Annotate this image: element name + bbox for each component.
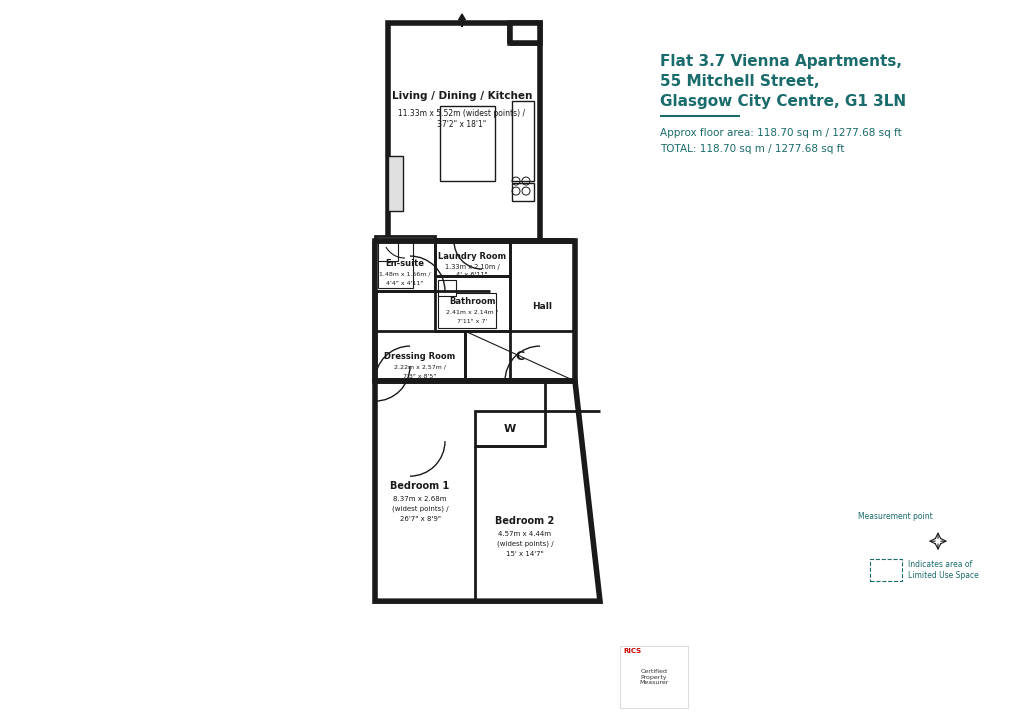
Text: 15' x 14'7": 15' x 14'7" — [506, 551, 544, 557]
Text: 4'4" x 4'11": 4'4" x 4'11" — [386, 281, 424, 286]
Text: C: C — [515, 350, 524, 363]
Text: 4.57m x 4.44m: 4.57m x 4.44m — [499, 531, 552, 537]
Text: Bedroom 2: Bedroom 2 — [496, 516, 555, 526]
Bar — [388, 156, 403, 211]
Bar — [438, 280, 456, 296]
Text: Bathroom: Bathroom — [449, 296, 496, 306]
Text: 1.33m x 2.10m /: 1.33m x 2.10m / — [444, 264, 500, 270]
Text: Living / Dining / Kitchen: Living / Dining / Kitchen — [392, 91, 532, 101]
Bar — [375, 241, 575, 381]
Text: 1.48m x 1.56m /: 1.48m x 1.56m / — [379, 272, 431, 277]
Bar — [512, 183, 534, 201]
Text: Dressing Room: Dressing Room — [384, 351, 456, 361]
Text: En-suite: En-suite — [385, 259, 425, 268]
Text: Bedroom 1: Bedroom 1 — [390, 481, 450, 491]
Polygon shape — [375, 381, 600, 601]
Text: 2.41m x 2.14m /: 2.41m x 2.14m / — [446, 309, 498, 315]
Text: TOTAL: 118.70 sq m / 1277.68 sq ft: TOTAL: 118.70 sq m / 1277.68 sq ft — [660, 144, 845, 154]
Text: (widest points) /: (widest points) / — [392, 506, 449, 513]
Text: (widest points) /: (widest points) / — [497, 541, 553, 547]
Bar — [378, 241, 398, 261]
Text: W: W — [504, 424, 516, 434]
Text: 7'3" x 8'5": 7'3" x 8'5" — [403, 374, 436, 379]
Text: Certified
Property
Measurer: Certified Property Measurer — [639, 669, 669, 685]
Text: 2.22m x 2.57m /: 2.22m x 2.57m / — [394, 364, 446, 369]
Text: RICS: RICS — [623, 648, 641, 654]
Text: RETTIE: RETTIE — [78, 658, 229, 696]
Text: 37'2" x 18'1": 37'2" x 18'1" — [437, 119, 486, 129]
Text: 55 Mitchell Street,: 55 Mitchell Street, — [660, 74, 819, 88]
Text: Glasgow City Centre, G1 3LN: Glasgow City Centre, G1 3LN — [660, 93, 906, 108]
Text: 7'11" x 7': 7'11" x 7' — [457, 319, 487, 324]
Bar — [440, 106, 495, 181]
Text: 4' x 6'11": 4' x 6'11" — [456, 272, 487, 278]
Bar — [438, 293, 496, 328]
Text: Indicates area of
Limited Use Space: Indicates area of Limited Use Space — [908, 560, 979, 580]
Text: 11.33m x 5.52m (widest points) /: 11.33m x 5.52m (widest points) / — [398, 108, 525, 118]
Bar — [475, 411, 545, 446]
Bar — [388, 23, 540, 241]
Bar — [375, 236, 435, 291]
Bar — [378, 240, 413, 288]
Text: 26'7" x 8'9": 26'7" x 8'9" — [399, 516, 440, 522]
Text: Hall: Hall — [532, 301, 552, 311]
Circle shape — [34, 671, 46, 683]
Text: Plan produced for Rettie by RICS Certified Property Measurer in accordance with : Plan produced for Rettie by RICS Certifi… — [698, 667, 1024, 689]
Bar — [620, 646, 688, 708]
Text: Laundry Room: Laundry Room — [438, 252, 506, 260]
Text: Flat 3.7 Vienna Apartments,: Flat 3.7 Vienna Apartments, — [660, 54, 902, 69]
Text: Approx floor area: 118.70 sq m / 1277.68 sq ft: Approx floor area: 118.70 sq m / 1277.68… — [660, 128, 902, 138]
Bar — [870, 559, 902, 581]
Text: Measurement point: Measurement point — [858, 512, 933, 521]
Bar — [510, 23, 540, 43]
Bar — [512, 101, 534, 181]
Text: 8.37m x 2.68m: 8.37m x 2.68m — [393, 496, 446, 502]
Bar — [435, 276, 510, 331]
